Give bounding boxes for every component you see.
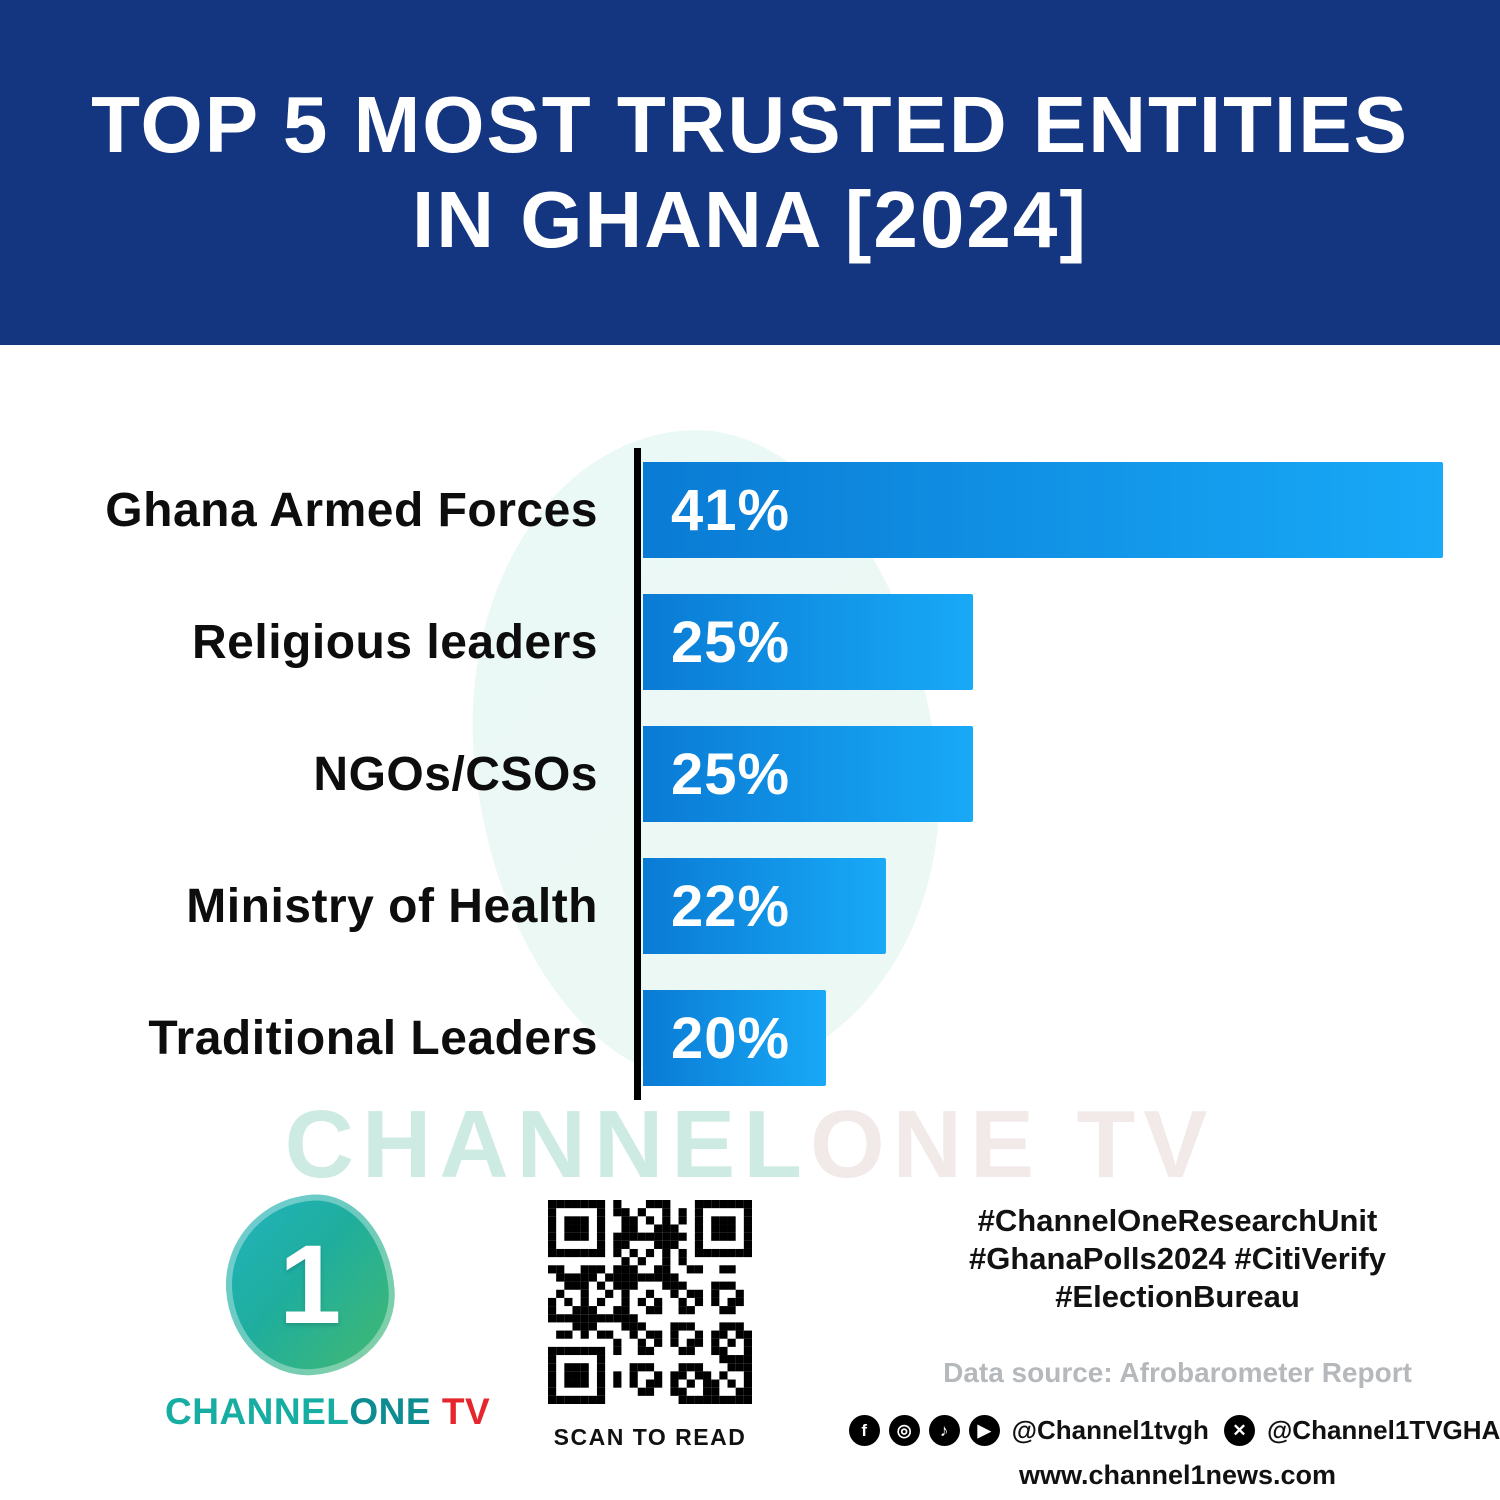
- bar-category-label: NGOs/CSOs: [313, 747, 598, 801]
- bar-track: 20%: [643, 990, 1460, 1086]
- tiktok-icon: ♪: [928, 1415, 960, 1447]
- hashtags-line3: #ElectionBureau: [1055, 1278, 1300, 1314]
- bar-value-label: 25%: [671, 741, 791, 807]
- watermark-part1: CHANNEL: [284, 1091, 810, 1198]
- data-source-text: Data source: Afrobarometer Report: [943, 1357, 1412, 1389]
- bar-value-label: 25%: [671, 609, 791, 675]
- bar: 25%: [643, 594, 973, 690]
- x-icon: ✕: [1223, 1415, 1255, 1447]
- logo-numeral: 1: [278, 1222, 342, 1348]
- wordmark-one: ONE: [349, 1391, 432, 1432]
- page-title-line1: TOP 5 MOST TRUSTED ENTITIES: [91, 80, 1409, 170]
- bar-row: Traditional Leaders 20%: [60, 990, 1460, 1086]
- chart-axis-line: [634, 448, 641, 1100]
- bar-track: 41%: [643, 462, 1460, 558]
- bar: 20%: [643, 990, 826, 1086]
- bar-row: Ministry of Health 22%: [60, 858, 1460, 954]
- channel-one-logo: 1 CHANNELONE TV: [165, 1189, 490, 1433]
- bar-category-label: Traditional Leaders: [148, 1011, 598, 1065]
- facebook-icon: f: [848, 1415, 880, 1447]
- qr-code: [548, 1200, 752, 1404]
- bar: 41%: [643, 462, 1443, 558]
- bar: 22%: [643, 858, 886, 954]
- logo-wordmark: CHANNELONE TV: [165, 1391, 490, 1433]
- bar-value-label: 20%: [671, 1005, 791, 1071]
- header-banner: TOP 5 MOST TRUSTED ENTITIES IN GHANA [20…: [0, 0, 1500, 345]
- bar-row: NGOs/CSOs 25%: [60, 726, 1460, 822]
- page-title-line2: IN GHANA [2024]: [411, 174, 1089, 264]
- social-handle-2: @Channel1TVGHA: [1266, 1415, 1500, 1446]
- chart-rows: Ghana Armed Forces 41% Religious leaders 25…: [60, 462, 1460, 1086]
- channel-one-watermark: CHANNELONE TV: [0, 1090, 1500, 1200]
- qr-caption: SCAN TO READ: [553, 1424, 747, 1450]
- wordmark-channel: CHANNEL: [165, 1391, 350, 1432]
- qr-section: SCAN TO READ: [543, 1200, 757, 1451]
- website-url: www.channel1news.com: [1018, 1460, 1337, 1491]
- instagram-icon: ◎: [888, 1415, 920, 1447]
- bar-category-label: Religious leaders: [192, 615, 598, 669]
- hashtags-line1: #ChannelOneResearchUnit: [977, 1203, 1378, 1238]
- watermark-part2: ONE TV: [809, 1091, 1216, 1198]
- bar-track: 25%: [643, 726, 1460, 822]
- bar-row: Ghana Armed Forces 41%: [60, 462, 1460, 558]
- youtube-icon: ▶: [968, 1415, 1000, 1447]
- footer-right-block: #ChannelOneResearchUnit #GhanaPolls2024 …: [848, 1202, 1500, 1491]
- bar-track: 25%: [643, 594, 1460, 690]
- bar-row: Religious leaders 25%: [60, 594, 1460, 690]
- bar-category-label: Ghana Armed Forces: [105, 483, 598, 537]
- logo-blob-icon: 1: [219, 1189, 401, 1381]
- social-handle-1: @Channel1tvgh: [1011, 1415, 1209, 1446]
- bar: 25%: [643, 726, 973, 822]
- wordmark-tv: TV: [431, 1391, 491, 1432]
- hashtags-line2: #GhanaPolls2024 #CitiVerify: [969, 1240, 1386, 1276]
- social-row: f ◎ ♪ ▶ @Channel1tvgh ✕ @Channel1TVGHA: [848, 1415, 1500, 1447]
- bar-value-label: 22%: [671, 873, 791, 939]
- bar-value-label: 41%: [671, 477, 791, 543]
- bar-category-label: Ministry of Health: [186, 879, 598, 933]
- bar-track: 22%: [643, 858, 1460, 954]
